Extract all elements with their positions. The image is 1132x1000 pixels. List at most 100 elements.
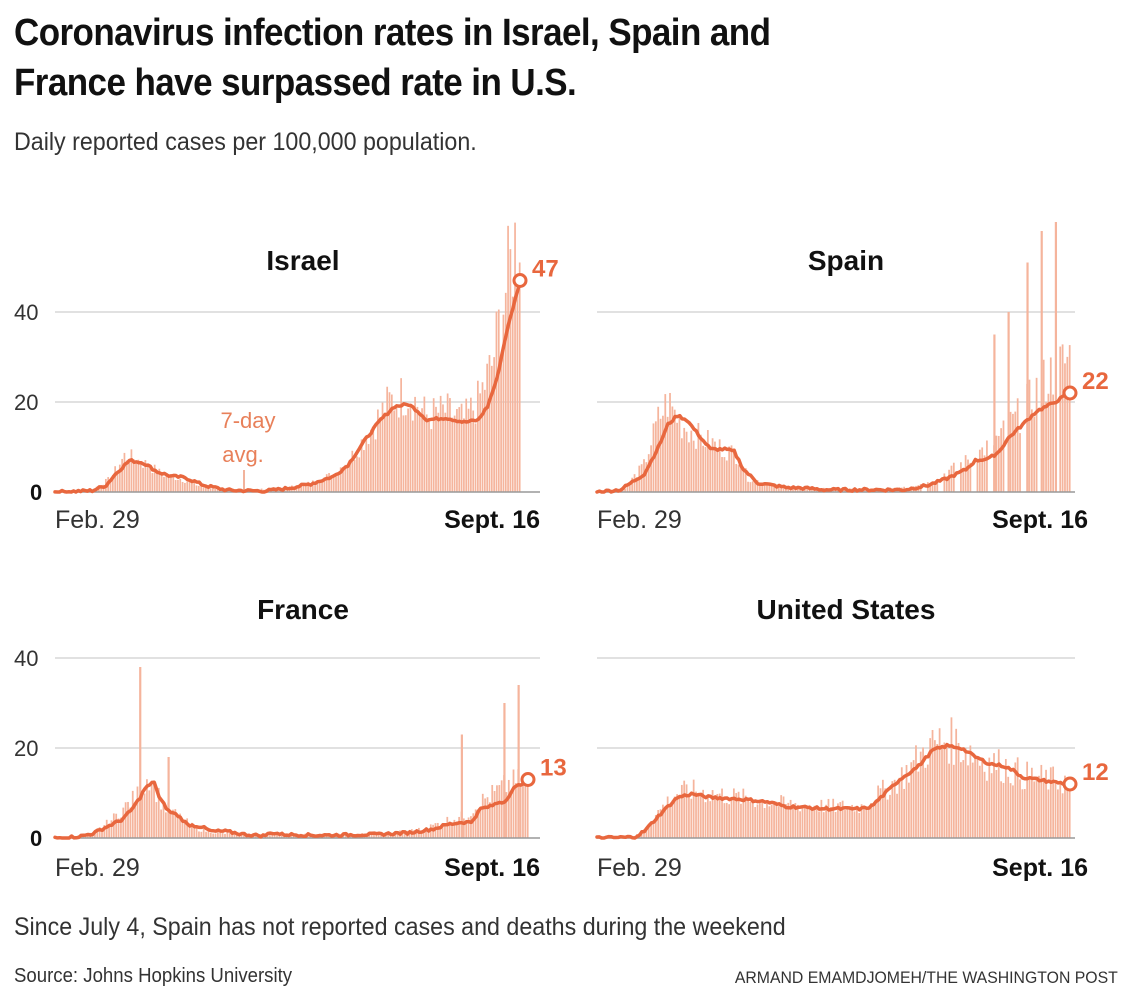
- bar: [467, 408, 470, 492]
- bar: [184, 482, 186, 492]
- bar: [472, 410, 475, 492]
- bar: [666, 796, 669, 838]
- bar: [711, 438, 714, 492]
- bar: [109, 481, 112, 492]
- bar: [766, 484, 768, 492]
- bar: [219, 832, 222, 838]
- bar-spike: [167, 757, 170, 838]
- bar: [1035, 377, 1038, 492]
- bar: [483, 389, 486, 492]
- bar: [458, 407, 461, 492]
- bar: [740, 466, 742, 492]
- bar: [123, 452, 126, 492]
- bar: [300, 484, 303, 492]
- bar: [981, 760, 984, 838]
- bar: [676, 422, 678, 492]
- bar: [978, 765, 981, 838]
- bar: [872, 803, 875, 838]
- bar: [794, 488, 797, 492]
- bar: [837, 803, 839, 838]
- bar: [423, 396, 426, 492]
- bar: [243, 834, 245, 838]
- bar: [512, 769, 515, 838]
- bar: [269, 835, 271, 838]
- bar: [1030, 409, 1033, 492]
- bar: [377, 834, 380, 838]
- bar: [365, 438, 368, 492]
- bar: [153, 780, 155, 838]
- bar: [936, 744, 939, 838]
- bar: [714, 441, 716, 492]
- bar: [742, 469, 745, 492]
- bar: [228, 833, 231, 838]
- bar: [692, 440, 695, 492]
- bar: [139, 464, 142, 492]
- bar: [690, 430, 693, 492]
- bar: [1023, 789, 1026, 838]
- bar: [787, 802, 790, 838]
- bar: [950, 465, 953, 492]
- bar: [938, 728, 941, 838]
- bar: [737, 791, 740, 838]
- bar: [1002, 420, 1005, 492]
- bar: [490, 365, 493, 492]
- bar: [960, 462, 962, 492]
- chart-subtitle: Daily reported cases per 100,000 populat…: [14, 128, 477, 156]
- bar: [325, 474, 328, 492]
- bar: [153, 464, 156, 492]
- bar: [777, 485, 780, 492]
- bar: [754, 807, 757, 838]
- bar: [685, 784, 688, 838]
- bar: [709, 448, 712, 492]
- chart-title-line1: Coronavirus infection rates in Israel, S…: [14, 12, 771, 54]
- bar: [321, 481, 323, 492]
- bar: [1033, 416, 1036, 492]
- avg-line-israel: [53, 278, 522, 494]
- bar: [160, 809, 163, 838]
- bar: [276, 834, 278, 838]
- bar: [834, 811, 837, 838]
- bar: [680, 438, 683, 492]
- bar: [732, 450, 735, 492]
- y-tick-label: 0: [30, 480, 42, 505]
- bar: [841, 800, 844, 838]
- bar: [346, 464, 349, 492]
- bar: [945, 476, 948, 492]
- bar: [678, 416, 681, 492]
- bar: [511, 296, 514, 492]
- bar: [103, 825, 106, 838]
- bar: [723, 803, 726, 838]
- bar: [1019, 433, 1021, 492]
- bar: [704, 446, 707, 492]
- bar: [502, 314, 505, 492]
- bar: [96, 828, 99, 838]
- bar: [507, 779, 510, 838]
- bar: [832, 798, 835, 838]
- bar: [1038, 775, 1040, 838]
- bar: [1047, 393, 1050, 492]
- bar: [756, 480, 759, 492]
- end-point-marker: [512, 273, 528, 288]
- bar: [387, 833, 390, 838]
- bar: [924, 767, 927, 838]
- bar: [1033, 781, 1036, 838]
- bar: [702, 789, 705, 838]
- bar: [1068, 345, 1071, 492]
- bar: [688, 794, 690, 838]
- bar: [125, 460, 128, 492]
- bar: [297, 486, 300, 492]
- bar: [1066, 356, 1069, 492]
- bar: [360, 439, 363, 492]
- bar: [481, 382, 484, 492]
- bar: [144, 460, 147, 492]
- bar: [1012, 413, 1014, 492]
- bar: [451, 417, 454, 492]
- bar: [744, 795, 747, 838]
- bar: [896, 793, 898, 838]
- end-point-marker: [520, 772, 536, 787]
- bar: [446, 816, 449, 838]
- bar: [415, 831, 418, 838]
- bar: [462, 818, 465, 838]
- bar: [780, 795, 783, 838]
- bar: [957, 743, 960, 838]
